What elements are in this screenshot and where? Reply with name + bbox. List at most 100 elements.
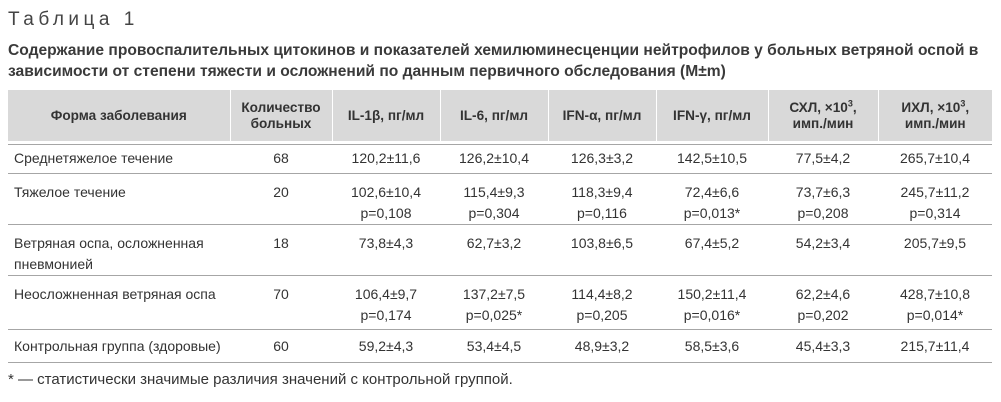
cell-shl: 54,2±3,4 — [768, 224, 878, 276]
cell-value: 115,4±9,3 — [463, 184, 525, 200]
cell-value: 137,2±7,5 — [462, 286, 526, 302]
cell-count: 20 — [230, 173, 332, 225]
cell-p-value: p=0,174 — [360, 307, 412, 323]
cell-ihl: 205,7±9,5 — [878, 224, 992, 276]
header-ihl-line2: имп./мин — [904, 115, 966, 131]
header-shl-line1: СХЛ, ×103, — [773, 97, 874, 116]
cell-form: Ветряная оспа, осложненная пневмонией — [8, 224, 230, 276]
cell-form-text-line2: пневмонией — [14, 256, 93, 272]
cell-form-text: Ветряная оспа, осложненная — [14, 235, 204, 251]
cell-ifna: 126,3±3,2 — [548, 144, 656, 174]
cell-value: 72,4±6,6 — [684, 184, 740, 200]
cell-p-value: p=0,108 — [360, 205, 412, 221]
header-il1b: IL-1β, пг/мл — [332, 90, 441, 141]
cell-il6: 62,7±3,2 — [440, 224, 548, 276]
header-ifng-text: IFN-γ, пг/мл — [673, 107, 751, 123]
cell-shl: 73,7±6,3 p=0,208 — [768, 173, 878, 225]
table-row: Среднетяжелое течение 68 120,2±11,6 126,… — [8, 144, 992, 174]
cell-ifng: 142,5±10,5 — [656, 144, 768, 174]
cell-il1b: 59,2±4,3 — [332, 329, 440, 363]
cell-il1b: 106,4±9,7 p=0,174 — [332, 275, 440, 330]
cell-shl: 45,4±3,3 — [768, 329, 878, 363]
cell-p-value: p=0,202 — [797, 307, 849, 323]
header-shl-line2: имп./мин — [792, 115, 854, 131]
table-row: Ветряная оспа, осложненная пневмонией 18 … — [8, 224, 992, 276]
cell-value: 428,7±10,8 — [900, 286, 970, 302]
cell-form: Неосложненная ветряная оспа — [8, 275, 230, 330]
table-header: Форма заболевания Количество больных IL-… — [8, 90, 992, 145]
cell-value: 62,2±4,6 — [795, 286, 851, 302]
cell-p-value: p=0,016* — [683, 307, 741, 323]
header-ihl: ИХЛ, ×103, имп./мин — [878, 90, 992, 141]
cell-shl: 77,5±4,2 — [768, 144, 878, 174]
data-table: Форма заболевания Количество больных IL-… — [8, 90, 992, 363]
cell-ifng: 67,4±5,2 — [656, 224, 768, 276]
cell-value: 150,2±11,4 — [677, 286, 747, 302]
table-body: Среднетяжелое течение 68 120,2±11,6 126,… — [8, 144, 992, 363]
cell-ifng: 58,5±3,6 — [656, 329, 768, 363]
cell-value: 73,7±6,3 — [795, 184, 851, 200]
cell-count: 70 — [230, 275, 332, 330]
cell-form-text: Неосложненная ветряная оспа — [14, 286, 216, 302]
cell-ihl: 428,7±10,8 p=0,014* — [878, 275, 992, 330]
header-il6-text: IL-6, пг/мл — [459, 107, 529, 123]
cell-ifng: 72,4±6,6 p=0,013* — [656, 173, 768, 225]
cell-il6: 115,4±9,3 p=0,304 — [440, 173, 548, 225]
header-count: Количество больных — [230, 90, 333, 141]
table-row: Неосложненная ветряная оспа 70 106,4±9,7… — [8, 275, 992, 330]
cell-value: 118,3±9,4 — [571, 184, 633, 200]
cell-form: Тяжелое течение — [8, 173, 230, 225]
header-form: Форма заболевания — [8, 90, 231, 141]
cell-ifna: 118,3±9,4 p=0,116 — [548, 173, 656, 225]
header-ifna-text: IFN-α, пг/мл — [562, 107, 642, 123]
cell-count: 18 — [230, 224, 332, 276]
table-caption: Содержание провоспалительных цитокинов и… — [8, 42, 979, 80]
header-shl-sup: 3 — [847, 97, 853, 108]
cell-value: 245,7±11,2 — [900, 184, 970, 200]
header-ihl-line1: ИХЛ, ×103, — [883, 97, 989, 116]
cell-il1b: 120,2±11,6 — [332, 144, 440, 174]
cell-form-text: Тяжелое течение — [14, 184, 126, 200]
cell-p-value: p=0,208 — [797, 205, 849, 221]
header-il1b-text: IL-1β, пг/мл — [347, 107, 425, 123]
header-row: Форма заболевания Количество больных IL-… — [8, 90, 992, 141]
cell-il6: 53,4±4,5 — [440, 329, 548, 363]
header-shl-unit: СХЛ, ×10 — [789, 99, 848, 115]
header-shl-comma: , — [852, 99, 857, 115]
cell-p-value: p=0,013* — [683, 205, 741, 221]
cell-shl: 62,2±4,6 p=0,202 — [768, 275, 878, 330]
header-ifna: IFN-α, пг/мл — [548, 90, 657, 141]
cell-p-value: p=0,314 — [909, 205, 961, 221]
header-ifng: IFN-γ, пг/мл — [656, 90, 769, 141]
table-label: Таблица 1 — [8, 9, 139, 30]
cell-form-text: Среднетяжелое течение — [14, 150, 174, 166]
cell-ifna: 48,9±3,2 — [548, 329, 656, 363]
cell-form-text: Контрольная группа (здоровые) — [14, 338, 221, 354]
header-count-line2: больных — [250, 115, 312, 131]
table-footnote: * — статистически значимые различия знач… — [8, 371, 513, 388]
cell-count: 60 — [230, 329, 332, 363]
header-shl: СХЛ, ×103, имп./мин — [768, 90, 879, 141]
cell-ihl: 215,7±11,4 — [878, 329, 992, 363]
cell-value: 114,4±8,2 — [571, 286, 633, 302]
cell-p-value: p=0,025* — [465, 307, 523, 323]
header-il6: IL-6, пг/мл — [440, 90, 549, 141]
cell-p-value: p=0,205 — [576, 307, 628, 323]
header-ihl-sup: 3 — [960, 97, 966, 108]
cell-ihl: 265,7±10,4 — [878, 144, 992, 174]
cell-il6: 126,2±10,4 — [440, 144, 548, 174]
header-ihl-unit: ИХЛ, ×10 — [901, 99, 961, 115]
cell-ifna: 114,4±8,2 p=0,205 — [548, 275, 656, 330]
cell-ifng: 150,2±11,4 p=0,016* — [656, 275, 768, 330]
header-count-line1: Количество — [241, 99, 321, 115]
header-ihl-comma: , — [965, 99, 970, 115]
cell-p-value: p=0,014* — [906, 307, 964, 323]
cell-p-value: p=0,304 — [468, 205, 520, 221]
cell-count: 68 — [230, 144, 332, 174]
table-row: Контрольная группа (здоровые) 60 59,2±4,… — [8, 329, 992, 363]
cell-value: 106,4±9,7 — [354, 286, 418, 302]
cell-ihl: 245,7±11,2 p=0,314 — [878, 173, 992, 225]
cell-il1b: 73,8±4,3 — [332, 224, 440, 276]
cell-ifna: 103,8±6,5 — [548, 224, 656, 276]
